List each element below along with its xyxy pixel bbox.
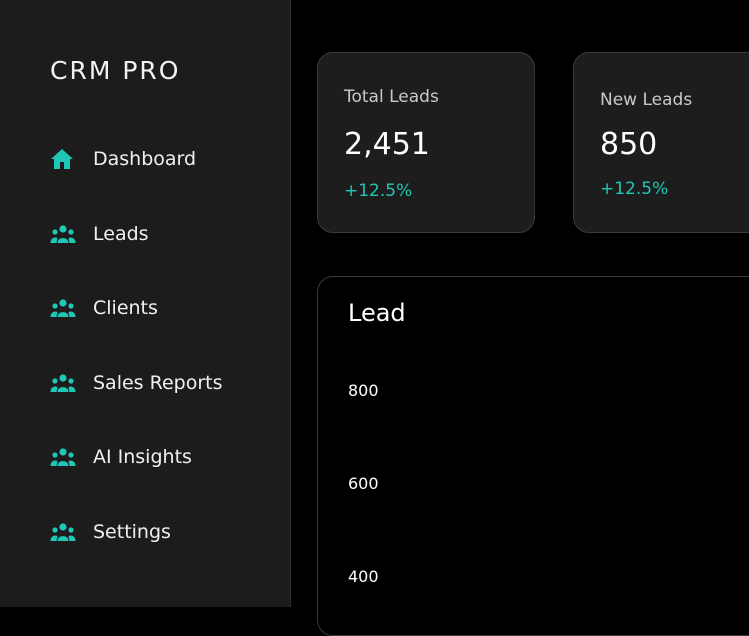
stat-change: +12.5% xyxy=(600,179,669,199)
users-icon xyxy=(50,297,76,319)
home-icon xyxy=(50,148,76,170)
stat-value: 850 xyxy=(600,127,658,162)
brand-logo: CRM PRO xyxy=(50,56,181,85)
sidebar-item-ai-insights[interactable]: AI Insights xyxy=(50,442,280,472)
y-tick-label: 800 xyxy=(348,381,379,400)
stat-title: New Leads xyxy=(600,90,693,110)
sidebar-item-label: Sales Reports xyxy=(93,372,223,394)
sidebar-item-settings[interactable]: Settings xyxy=(50,517,280,547)
sidebar-item-label: Clients xyxy=(93,297,158,319)
users-icon xyxy=(50,521,76,543)
lead-chart-panel: Lead 800 600 400 xyxy=(317,276,749,636)
sidebar-item-label: Dashboard xyxy=(93,148,197,170)
chart-title: Lead xyxy=(348,299,406,327)
sidebar-item-label: AI Insights xyxy=(93,446,192,468)
y-tick-label: 400 xyxy=(348,567,379,586)
stat-title: Total Leads xyxy=(344,87,439,107)
users-icon xyxy=(50,446,76,468)
stat-change: +12.5% xyxy=(344,181,413,201)
sidebar-item-label: Settings xyxy=(93,521,171,543)
sidebar-item-label: Leads xyxy=(93,223,149,245)
sidebar-item-clients[interactable]: Clients xyxy=(50,293,280,323)
y-tick-label: 600 xyxy=(348,474,379,493)
stat-card-new-leads: New Leads 850 +12.5% xyxy=(573,52,749,233)
sidebar-item-dashboard[interactable]: Dashboard xyxy=(50,144,280,174)
sidebar-item-leads[interactable]: Leads xyxy=(50,219,280,249)
stat-card-total-leads: Total Leads 2,451 +12.5% xyxy=(317,52,535,233)
users-icon xyxy=(50,223,76,245)
sidebar: CRM PRO Dashboard Leads xyxy=(0,0,291,607)
sidebar-item-sales-reports[interactable]: Sales Reports xyxy=(50,368,280,398)
stat-value: 2,451 xyxy=(344,127,430,162)
users-icon xyxy=(50,372,76,394)
